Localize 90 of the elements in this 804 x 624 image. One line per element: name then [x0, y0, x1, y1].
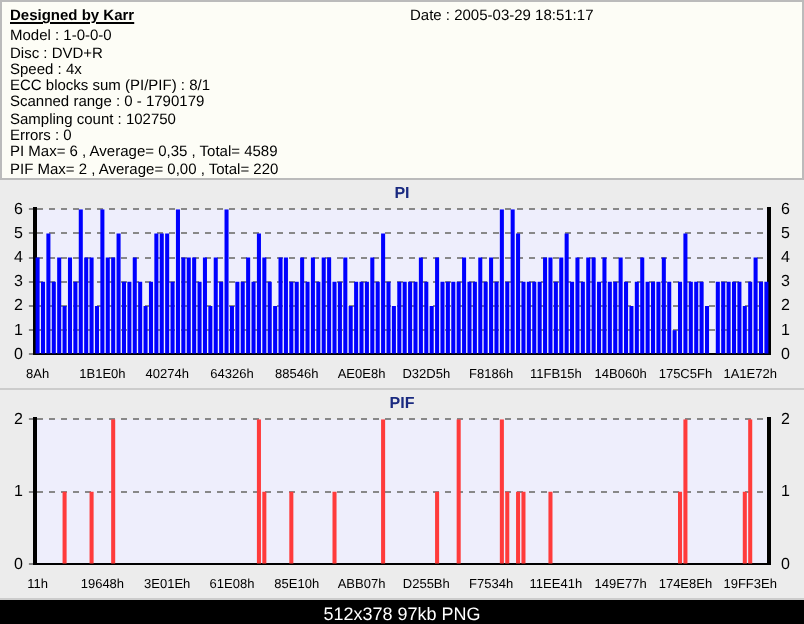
bar	[67, 257, 73, 354]
bar	[57, 257, 62, 354]
bar	[202, 257, 207, 354]
bar	[256, 233, 261, 354]
y-tick-label: 4	[13, 248, 24, 267]
bar	[602, 257, 607, 354]
bar	[132, 257, 137, 354]
y2-tick-label: 6	[781, 199, 792, 218]
bar	[192, 257, 197, 354]
bar	[213, 257, 218, 354]
bar	[310, 257, 315, 354]
bar	[397, 281, 402, 354]
bar	[343, 257, 348, 354]
y2-tick-label: 1	[781, 320, 792, 339]
bar	[731, 281, 737, 354]
bar	[586, 257, 591, 354]
chart-title: PI	[394, 184, 410, 203]
bar	[510, 209, 515, 354]
bar	[451, 281, 456, 354]
bar	[89, 257, 94, 354]
bar	[478, 257, 483, 354]
y-tick-label: 0	[13, 554, 24, 573]
bar	[370, 257, 375, 354]
bar	[753, 257, 758, 354]
y-tick-label: 6	[13, 199, 24, 218]
bar	[651, 281, 656, 354]
y2-tick-label: 0	[781, 554, 792, 573]
bar	[499, 209, 504, 354]
bar	[575, 257, 580, 354]
bar	[186, 257, 191, 354]
bar	[154, 233, 159, 354]
bar	[462, 257, 467, 354]
text: 512x378 97kb PNG	[323, 604, 481, 624]
bar	[721, 281, 726, 354]
bar	[532, 281, 537, 354]
bar	[715, 281, 720, 354]
bar	[359, 281, 364, 354]
bar	[764, 281, 769, 354]
bar	[78, 209, 83, 354]
y2-tick-label: 2	[781, 296, 792, 315]
bar	[175, 209, 180, 354]
y2-tick-label: 0	[781, 344, 792, 363]
bar	[327, 257, 332, 354]
bar	[224, 209, 229, 354]
bar	[100, 209, 105, 354]
bar	[321, 257, 326, 354]
y2-tick-label: 1	[781, 482, 792, 501]
y-tick-label: 1	[13, 320, 24, 339]
bar	[435, 257, 440, 354]
y2-tick-label: 5	[781, 223, 792, 242]
bar	[564, 233, 569, 354]
bar	[283, 257, 288, 354]
y-tick-label: 2	[13, 296, 24, 315]
bar	[591, 257, 596, 354]
bar	[445, 281, 450, 354]
bar	[116, 233, 121, 354]
bar	[381, 233, 386, 354]
y-tick-label: 1	[13, 482, 24, 501]
bar	[548, 257, 553, 354]
bar	[683, 233, 688, 354]
bar	[418, 257, 423, 354]
bar	[246, 257, 251, 354]
bar	[661, 257, 666, 354]
bar	[694, 281, 699, 354]
bar	[235, 281, 240, 354]
bar	[618, 257, 623, 354]
bar	[489, 257, 494, 354]
y-tick-label: 5	[13, 223, 24, 242]
y-tick-label: 2	[13, 409, 24, 428]
bar	[543, 257, 548, 354]
bar	[354, 281, 359, 354]
bar	[278, 257, 283, 354]
bar	[640, 257, 645, 354]
y-tick-label: 0	[13, 344, 24, 363]
y-tick-label: 3	[13, 272, 24, 291]
y2-tick-label: 3	[781, 272, 792, 291]
bar	[408, 281, 413, 354]
y2-tick-label: 4	[781, 248, 792, 267]
bar	[726, 281, 731, 354]
bar	[46, 233, 51, 354]
bar	[526, 281, 531, 354]
bar	[699, 281, 704, 354]
bar	[402, 281, 407, 354]
bar	[159, 233, 164, 354]
bar	[165, 233, 170, 354]
bar	[35, 257, 40, 354]
chart-title: PIF	[389, 394, 415, 413]
y2-tick-label: 2	[781, 409, 792, 428]
bar	[737, 281, 742, 354]
bar	[300, 257, 305, 354]
